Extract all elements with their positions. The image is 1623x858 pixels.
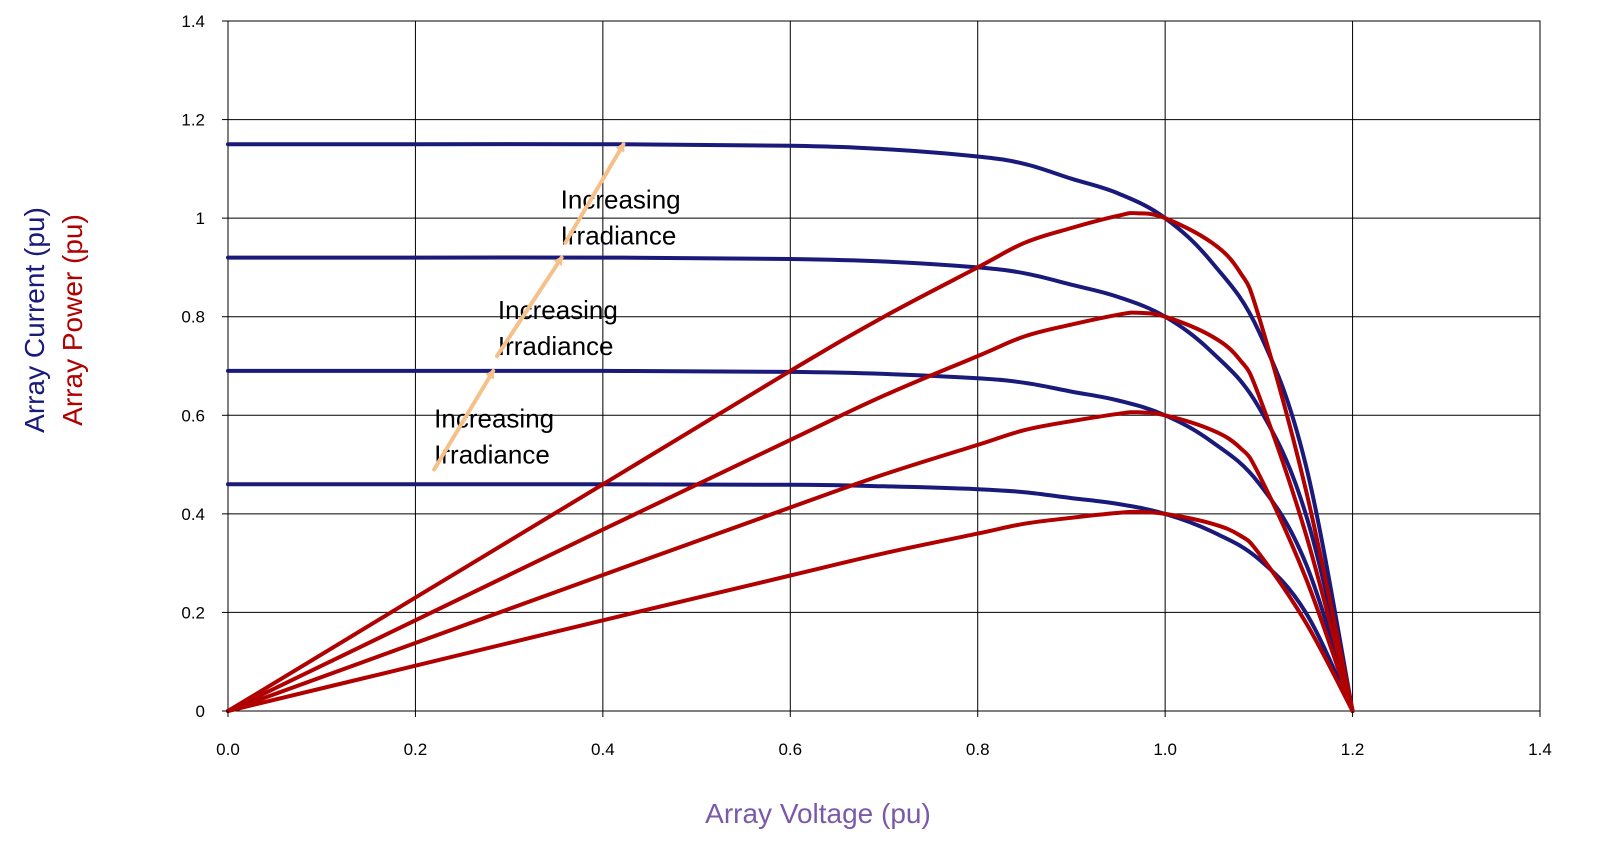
power-curve-3 xyxy=(226,410,1355,713)
x-tick-label: 0.0 xyxy=(216,740,240,759)
annotation-line: Irradiance xyxy=(434,440,550,470)
x-axis-title: Array Voltage (pu) xyxy=(705,798,931,829)
power-curve-2 xyxy=(226,310,1355,713)
irradiance-arrow xyxy=(432,368,496,472)
x-tick-label: 0.6 xyxy=(778,740,802,759)
x-tick-label: 0.2 xyxy=(404,740,428,759)
annotation-line: Irradiance xyxy=(498,331,614,361)
annotation-line: Increasing xyxy=(561,184,681,214)
annotations: Increasing Irradiance Increasing Irradiance… xyxy=(434,184,680,469)
y-tick-label: 0.6 xyxy=(181,406,205,425)
annotation-increasing-irradiance: Increasing Irradiance xyxy=(498,295,618,361)
annotation-increasing-irradiance: Increasing Irradiance xyxy=(434,404,554,470)
irradiance-arrow xyxy=(494,255,564,359)
x-tick-label: 0.4 xyxy=(591,740,615,759)
x-tick-label: 1.2 xyxy=(1341,740,1365,759)
power-curve-4 xyxy=(226,509,1355,713)
power-series-group xyxy=(226,211,1355,713)
y-tick-label: 1 xyxy=(196,209,205,228)
y-tick-label: 0.2 xyxy=(181,603,205,622)
irradiance-arrow xyxy=(563,142,626,245)
annotation-line: Increasing xyxy=(498,295,618,325)
y-tick-label: 1.2 xyxy=(181,111,205,130)
arrows xyxy=(432,142,626,472)
y-axis-title-power: Array Power (pu) xyxy=(57,214,88,426)
power-curve-1 xyxy=(226,211,1355,713)
plot-area xyxy=(228,21,1540,711)
annotation-line: Increasing xyxy=(434,404,554,434)
y-tick-label: 0 xyxy=(196,702,205,721)
annotation-line: Irradiance xyxy=(561,220,677,250)
y-tick-label: 0.8 xyxy=(181,308,205,327)
x-tick-label: 1.0 xyxy=(1153,740,1177,759)
y-tick-label: 1.4 xyxy=(181,12,205,31)
y-axis-title-current: Array Current (pu) xyxy=(19,207,50,433)
annotation-increasing-irradiance: Increasing Irradiance xyxy=(561,184,681,250)
x-tick-label: 0.8 xyxy=(966,740,990,759)
plot-border xyxy=(227,20,1541,712)
y-tick-label: 0.4 xyxy=(181,505,205,524)
x-axis-ticks: 0.0 0.2 0.4 0.6 0.8 1.0 1.2 1.4 xyxy=(216,711,1552,759)
current-curve-4 xyxy=(226,482,1355,713)
x-tick-label: 1.4 xyxy=(1528,740,1552,759)
y-axis-ticks: 0 0.2 0.4 0.6 0.8 1 1.2 1.4 xyxy=(181,12,228,721)
current-curve-3 xyxy=(226,368,1355,713)
